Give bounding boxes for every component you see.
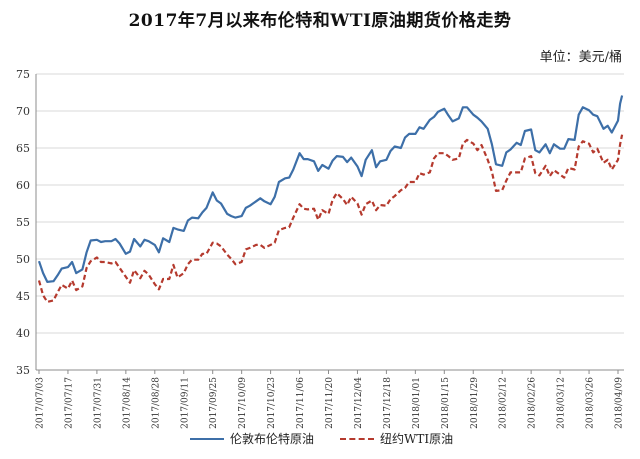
y-tick-label: 45 bbox=[16, 290, 30, 303]
x-tick-label: 2017/09/25 bbox=[209, 377, 219, 429]
y-tick-label: 65 bbox=[16, 142, 30, 155]
x-tick-label: 2017/07/17 bbox=[64, 377, 74, 429]
legend-swatch-wti bbox=[340, 437, 374, 440]
x-tick-label: 2018/03/26 bbox=[586, 377, 596, 429]
legend-label-brent: 伦敦布伦特原油 bbox=[230, 432, 315, 446]
x-tick-label: 2018/02/12 bbox=[499, 377, 509, 429]
x-tick-label: 2017/08/28 bbox=[151, 377, 161, 429]
grid-lines bbox=[36, 73, 624, 334]
y-tick-label: 40 bbox=[16, 327, 30, 340]
y-axis-ticks: 35 40 45 50 55 60 65 70 75 bbox=[16, 68, 30, 377]
legend-swatch-brent bbox=[190, 437, 224, 440]
x-axis-ticks: 2017/07/03 2017/07/17 2017/07/31 2017/08/14… bbox=[36, 370, 625, 429]
series-lines bbox=[37, 95, 624, 303]
x-tick-label: 2018/01/01 bbox=[412, 377, 422, 429]
x-tick-label: 2017/08/14 bbox=[122, 377, 132, 429]
x-tick-label: 2018/03/12 bbox=[557, 377, 567, 429]
x-tick-label: 2017/12/18 bbox=[383, 377, 393, 429]
x-tick-label: 2017/11/06 bbox=[296, 377, 306, 429]
y-tick-label: 70 bbox=[16, 105, 30, 118]
chart-title: 2017年7月以来布伦特和WTI原油期货价格走势 bbox=[128, 11, 512, 31]
legend-label-wti: 纽约WTI原油 bbox=[380, 432, 454, 446]
x-tick-label: 2018/01/29 bbox=[470, 377, 480, 429]
legend-item-wti: 纽约WTI原油 bbox=[340, 430, 453, 447]
y-tick-label: 55 bbox=[16, 216, 30, 229]
legend: 伦敦布伦特原油 纽约WTI原油 bbox=[0, 430, 640, 452]
legend-item-brent: 伦敦布伦特原油 bbox=[190, 430, 314, 447]
x-tick-label: 2017/12/04 bbox=[354, 377, 364, 429]
plot-axes bbox=[35, 74, 624, 371]
x-tick-label: 2017/09/11 bbox=[180, 377, 190, 429]
x-tick-label: 2017/11/20 bbox=[325, 377, 335, 429]
y-tick-label: 60 bbox=[16, 179, 30, 192]
x-tick-label: 2017/07/31 bbox=[93, 377, 103, 429]
series-line-brent bbox=[37, 95, 624, 283]
x-tick-label: 2018/01/15 bbox=[441, 377, 451, 429]
unit-label: 单位：美元/桶 bbox=[539, 50, 622, 65]
x-tick-label: 2018/04/09 bbox=[615, 377, 625, 429]
x-tick-label: 2017/10/09 bbox=[238, 377, 248, 429]
series-line-wti bbox=[37, 134, 624, 303]
x-tick-label: 2017/10/23 bbox=[267, 377, 277, 429]
x-tick-label: 2017/07/03 bbox=[36, 377, 46, 429]
y-tick-label: 50 bbox=[16, 253, 30, 266]
y-tick-label: 35 bbox=[16, 364, 30, 377]
x-tick-label: 2018/02/26 bbox=[528, 377, 538, 429]
y-tick-label: 75 bbox=[16, 68, 30, 81]
